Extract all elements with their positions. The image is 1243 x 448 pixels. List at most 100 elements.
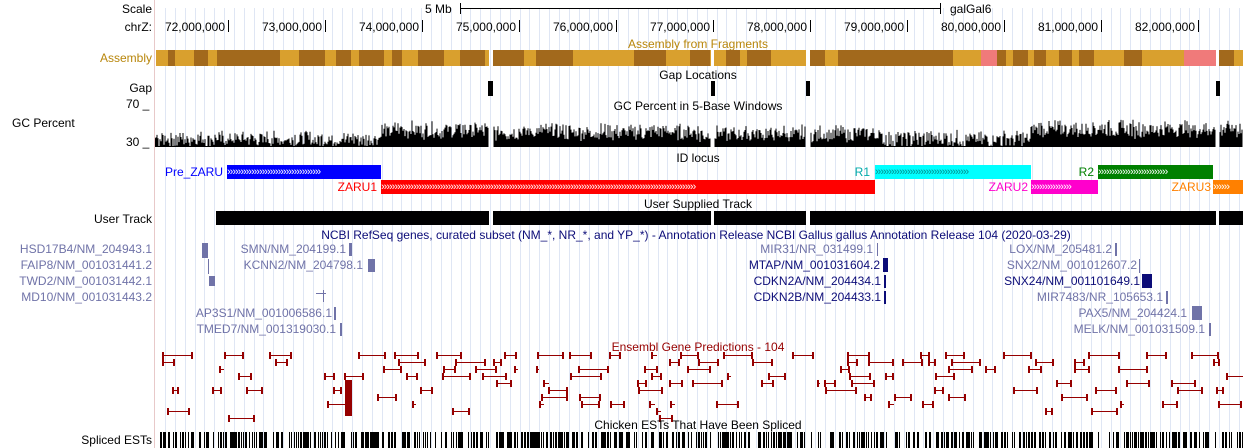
- user-track-label[interactable]: User Track: [93, 212, 152, 226]
- est-bar: [322, 432, 323, 448]
- zaru3-label[interactable]: ZARU3: [1171, 180, 1211, 194]
- est-bar: [164, 432, 165, 448]
- est-bar: [423, 432, 424, 448]
- est-bar: [415, 432, 416, 448]
- zaru3-feature[interactable]: ››››››: [1213, 180, 1243, 194]
- r2-feature[interactable]: ››››››››››››››››››››››››››: [1098, 165, 1213, 179]
- assembly-fragment: [666, 50, 681, 66]
- pre-zaru-feature[interactable]: ›››››››››››››››››››››››››››››››››››: [227, 165, 381, 179]
- gene-label-snx2[interactable]: SNX2/NM_001012607.2: [1006, 258, 1137, 272]
- guide-line: [1012, 8, 1013, 448]
- gc-percent-wiggle[interactable]: [155, 112, 1243, 148]
- ensembl-exon: [1146, 352, 1148, 359]
- zaru2-label[interactable]: ZARU2: [988, 180, 1028, 194]
- est-bar: [1225, 432, 1226, 448]
- assembly-fragment: [485, 50, 489, 66]
- gene-label-faip8[interactable]: FAIP8/NM_001031441.2: [20, 258, 152, 272]
- ensembl-exon: [1074, 366, 1076, 373]
- est-bar: [213, 432, 214, 448]
- gap-track-label[interactable]: Gap: [129, 81, 152, 95]
- gene-label-tmed7[interactable]: TMED7/NM_001319030.1: [196, 322, 336, 336]
- assembly-fragment: [618, 50, 634, 66]
- r1-feature[interactable]: ›››››››››››››››››››››››››››››››››››: [875, 165, 1031, 179]
- est-bar: [1130, 432, 1131, 448]
- guide-line: [372, 8, 373, 448]
- est-bar: [699, 432, 700, 448]
- assembly-fragment: [430, 50, 444, 66]
- assembly-fragment: [971, 50, 981, 66]
- est-bar: [679, 432, 680, 448]
- gene-label-md10[interactable]: MD10/NM_001031443.2: [21, 290, 152, 304]
- gene-label-smn[interactable]: SMN/NM_204199.1: [240, 242, 346, 256]
- gene-label-pax5[interactable]: PAX5/NM_204424.1: [1078, 306, 1187, 320]
- est-track-label[interactable]: Spliced ESTs: [81, 433, 152, 447]
- est-bar: [846, 432, 847, 448]
- gene-label-cdkn2b[interactable]: CDKN2B/NM_204433.1: [753, 290, 881, 304]
- zaru1-label[interactable]: ZARU1: [337, 180, 377, 194]
- ruler-tick: [1198, 20, 1199, 32]
- est-bar: [1174, 432, 1175, 448]
- ruler-tick: [810, 20, 811, 32]
- est-bar: [304, 432, 305, 448]
- gene-label-twd2[interactable]: TWD2/NM_001031442.1: [19, 274, 152, 288]
- r2-label[interactable]: R2: [1078, 165, 1094, 179]
- est-bar: [593, 432, 594, 448]
- guide-line: [1150, 8, 1151, 448]
- gene-label-mir31[interactable]: MIR31/NR_031499.1: [760, 242, 873, 256]
- est-bar: [176, 432, 177, 448]
- est-bar: [233, 432, 234, 448]
- est-bar: [853, 432, 854, 448]
- assembly-track-label[interactable]: Assembly: [99, 51, 152, 65]
- ensembl-intron: [1091, 411, 1118, 412]
- est-bar: [622, 432, 623, 448]
- r1-label[interactable]: R1: [854, 165, 870, 179]
- gene-label-snx24[interactable]: SNX24/NM_001101649.1: [1004, 274, 1140, 288]
- est-bar: [291, 432, 292, 448]
- guide-line: [983, 8, 984, 448]
- guide-line: [845, 8, 846, 448]
- ensembl-exon: [436, 352, 438, 359]
- ensembl-exon: [581, 401, 583, 408]
- assembly-fragment: [1034, 50, 1046, 66]
- guide-line: [411, 8, 412, 448]
- est-bar: [435, 432, 436, 448]
- gene-label-melk[interactable]: MELK/NM_001031509.1: [1073, 322, 1205, 336]
- est-bar: [531, 432, 532, 448]
- ensembl-intron: [578, 369, 609, 370]
- est-bar: [768, 432, 769, 448]
- zaru2-feature[interactable]: ›››››››››››››››: [1031, 180, 1098, 194]
- est-bar: [160, 432, 161, 448]
- est-bar: [425, 432, 426, 448]
- ensembl-exon: [1115, 387, 1117, 394]
- ensembl-intron: [847, 355, 870, 356]
- est-bar: [789, 432, 790, 448]
- est-bar: [403, 432, 404, 448]
- guide-line: [500, 8, 501, 448]
- est-bar: [619, 432, 620, 448]
- gene-label-kcnn2[interactable]: KCNN2/NM_204798.1: [243, 258, 363, 272]
- ensembl-intron: [162, 362, 175, 363]
- gene-label-ap3s1[interactable]: AP3S1/NM_001006586.1: [195, 306, 332, 320]
- gene-label-hsd17b4[interactable]: HSD17B4/NM_204943.1: [19, 242, 152, 256]
- gene-label-mir7483[interactable]: MIR7483/NR_105653.1: [1036, 290, 1163, 304]
- ensembl-intron: [1218, 404, 1242, 405]
- ensembl-exon: [484, 359, 486, 366]
- ensembl-intron: [669, 383, 683, 384]
- gene-label-mtap[interactable]: MTAP/NM_001031604.2: [748, 258, 880, 272]
- guide-line: [569, 8, 570, 448]
- guide-line: [973, 8, 974, 448]
- ensembl-exon: [934, 359, 936, 366]
- pre-zaru-label[interactable]: Pre_ZARU: [164, 165, 223, 179]
- est-bar: [499, 432, 500, 448]
- gene-label-cdkn2a[interactable]: CDKN2A/NM_204434.1: [753, 274, 881, 288]
- gene-label-lox[interactable]: LOX/NM_205481.2: [1009, 242, 1112, 256]
- est-bar: [596, 432, 597, 448]
- ensembl-exon: [1036, 387, 1038, 394]
- guide-line: [579, 8, 580, 448]
- zaru1-feature[interactable]: ››››››››››››››››››››››››››››››››››››››››…: [381, 180, 875, 194]
- gc-track-label[interactable]: GC Percent: [12, 116, 75, 130]
- est-bar: [732, 432, 733, 448]
- assembly-fragment: [460, 50, 467, 66]
- ensembl-intron: [224, 355, 244, 356]
